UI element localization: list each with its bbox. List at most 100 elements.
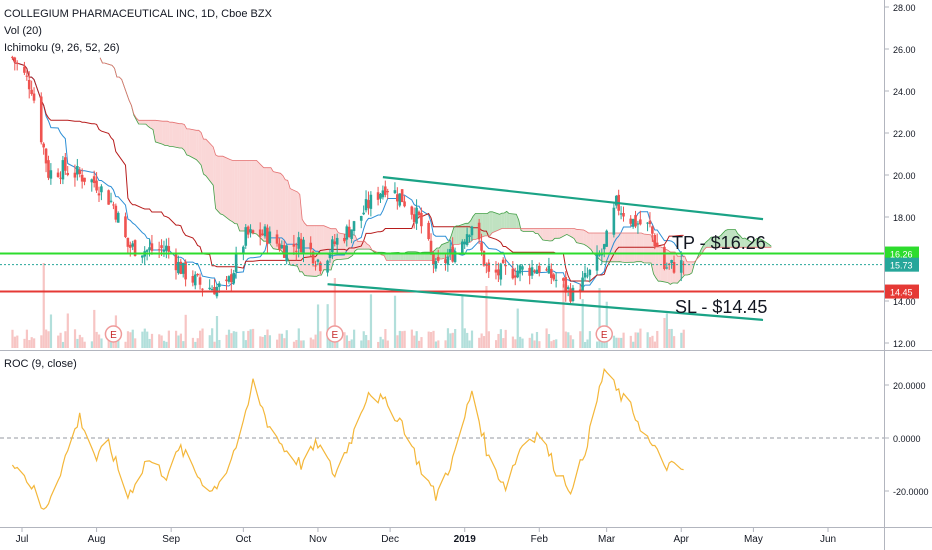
- volume-bar: [504, 329, 507, 348]
- volume-bar: [134, 338, 137, 348]
- earnings-marker[interactable]: E: [595, 325, 613, 343]
- time-tick-label: Oct: [236, 534, 252, 545]
- horizontal-lines: [0, 252, 884, 293]
- volume-legend[interactable]: Vol (20): [4, 25, 42, 37]
- candle-body: [56, 172, 60, 177]
- candle-body: [109, 200, 113, 202]
- cloud-segment: [523, 228, 526, 232]
- cloud-segment: [535, 228, 538, 234]
- time-tick-label: Apr: [673, 534, 689, 545]
- volume-bar: [184, 314, 187, 348]
- volume-bar: [552, 339, 555, 348]
- cloud-segment: [150, 120, 154, 130]
- cloud-segment: [586, 231, 589, 248]
- sl-annotation[interactable]: SL - $14.45: [675, 297, 767, 317]
- cloud-segment: [504, 211, 507, 229]
- candle-body: [434, 260, 438, 269]
- cloud-segment: [205, 139, 214, 186]
- candle-body: [364, 199, 368, 211]
- cloud-segment: [485, 213, 488, 236]
- volume-bar: [97, 334, 101, 348]
- earnings-circle: [326, 325, 344, 343]
- candle-body: [552, 274, 556, 280]
- cloud-segment: [386, 252, 389, 261]
- volume-bar: [314, 334, 317, 348]
- candle-body: [511, 268, 515, 279]
- time-tick-label: Mar: [598, 534, 616, 545]
- candle-body: [314, 265, 317, 267]
- cloud-segment: [287, 180, 291, 265]
- time-tick-label: 2019: [454, 534, 477, 545]
- roc-legend[interactable]: ROC (9, close): [4, 358, 77, 370]
- volume-bar: [386, 340, 389, 348]
- candle-body: [619, 213, 623, 215]
- cloud-segment: [153, 120, 156, 142]
- volume-bar: [235, 331, 238, 348]
- volume-bar: [64, 331, 67, 348]
- volume-bar: [295, 339, 298, 348]
- candle-body: [602, 244, 606, 250]
- candle-body: [521, 266, 524, 270]
- cloud-segment: [304, 223, 307, 276]
- candle-body: [429, 240, 433, 252]
- symbol-title[interactable]: COLLEGIUM PHARMACEUTICAL INC, 1D, Cboe B…: [4, 8, 272, 20]
- volume-bar: [632, 341, 635, 348]
- candle-body: [268, 231, 272, 244]
- cloud-segment: [456, 225, 459, 245]
- tp-annotation[interactable]: TP - $16.26: [672, 233, 766, 253]
- candle-body: [369, 194, 373, 209]
- volume-bar: [33, 338, 36, 348]
- volume-bar: [316, 304, 320, 348]
- cloud-segment: [282, 175, 286, 255]
- volume-bar: [179, 333, 182, 348]
- volume-bar: [230, 333, 233, 348]
- cloud-segment: [222, 156, 231, 221]
- earnings-marker[interactable]: E: [326, 325, 344, 343]
- volume-bar: [174, 330, 178, 348]
- volume-bar: [215, 316, 219, 348]
- volume-bar: [232, 331, 235, 348]
- candle-body: [249, 229, 252, 233]
- volume-bar: [634, 332, 637, 348]
- cloud-segment: [720, 232, 724, 248]
- candle-body: [275, 234, 279, 244]
- volume-bar: [656, 330, 659, 348]
- volume-bar: [312, 339, 315, 348]
- earnings-marker[interactable]: E: [104, 325, 123, 343]
- channel-lower-line: [327, 283, 764, 321]
- candle-body: [682, 263, 685, 265]
- volume-bar: [485, 286, 488, 348]
- volume-bar: [417, 340, 421, 348]
- earnings-letter: E: [601, 330, 608, 341]
- price-label-text: 14.45: [890, 288, 913, 298]
- candle-body: [140, 255, 144, 258]
- volume-bar: [266, 329, 269, 348]
- volume-bar: [95, 331, 98, 348]
- cloud-segment: [232, 160, 235, 224]
- time-tick-label: Feb: [531, 534, 549, 545]
- candle-body: [485, 264, 488, 266]
- volume-bar: [285, 330, 288, 348]
- volume-bar: [148, 338, 151, 348]
- candle-body: [663, 246, 666, 269]
- cloud-segment: [725, 229, 729, 248]
- candle-body: [150, 243, 154, 251]
- candle-body: [44, 148, 48, 164]
- candle-body: [133, 240, 137, 256]
- volume-bar: [343, 332, 346, 348]
- volume-bar: [665, 313, 668, 348]
- volume-bar: [588, 331, 592, 348]
- candle-body: [533, 270, 536, 272]
- candle-body: [581, 277, 584, 291]
- volume-bar: [514, 339, 517, 348]
- candle-body: [30, 89, 33, 94]
- candle-body: [181, 262, 185, 274]
- candle-body: [513, 275, 517, 278]
- cloud-segment: [237, 160, 240, 232]
- cloud-segment: [740, 235, 743, 248]
- candle-body: [655, 242, 659, 248]
- candle-body: [396, 194, 399, 202]
- ichimoku-legend[interactable]: Ichimoku (9, 26, 52, 26): [4, 42, 120, 54]
- cloud-segment: [571, 228, 575, 239]
- candle-body: [258, 229, 262, 237]
